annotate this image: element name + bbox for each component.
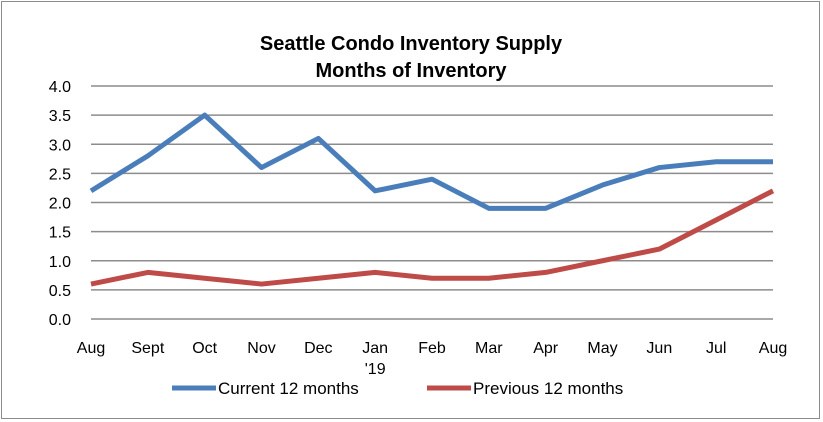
y-tick-label: 1.0 — [49, 254, 71, 271]
x-tick-label: Jan — [362, 340, 388, 357]
x-tick-label: Sept — [131, 340, 164, 357]
x-tick-annotation: '19 — [365, 361, 386, 378]
series-line-2 — [90, 188, 775, 287]
x-tick-label: Feb — [418, 340, 446, 357]
chart-subtitle: Months of Inventory — [315, 60, 507, 82]
legend-label: Previous 12 months — [473, 379, 623, 398]
gridlines — [91, 85, 773, 320]
x-tick-label: Aug — [77, 340, 105, 357]
series-lines — [89, 112, 775, 287]
x-axis-ticks: Aug Sept Oct Nov Dec Jan Feb Mar Apr May Jun Jul Aug… — [77, 340, 787, 378]
y-axis-ticks: 0.0 0.5 1.0 1.5 2.0 2.5 3.0 3.5 4.0 — [49, 79, 71, 329]
x-tick-label: Mar — [475, 340, 503, 357]
y-tick-label: 1.5 — [49, 225, 71, 242]
x-tick-label: Jun — [646, 340, 672, 357]
legend: Current 12 months Previous 12 months — [172, 379, 623, 398]
y-tick-label: 3.5 — [49, 108, 71, 125]
legend-label: Current 12 months — [218, 379, 359, 398]
x-tick-label: Nov — [247, 340, 275, 357]
y-tick-label: 4.0 — [49, 79, 71, 96]
y-tick-label: 3.0 — [49, 137, 71, 154]
x-tick-label: Apr — [533, 340, 559, 357]
x-tick-label: May — [587, 340, 617, 357]
x-tick-label: Aug — [759, 340, 787, 357]
series-line-1 — [89, 112, 773, 211]
y-tick-label: 2.0 — [49, 196, 71, 213]
x-tick-label: Jul — [706, 340, 726, 357]
x-tick-label: Dec — [304, 340, 332, 357]
y-tick-label: 2.5 — [49, 166, 71, 183]
y-tick-label: 0.0 — [49, 312, 71, 329]
y-tick-label: 0.5 — [49, 283, 71, 300]
chart-title: Seattle Condo Inventory Supply — [260, 33, 563, 55]
x-tick-label: Oct — [192, 340, 217, 357]
